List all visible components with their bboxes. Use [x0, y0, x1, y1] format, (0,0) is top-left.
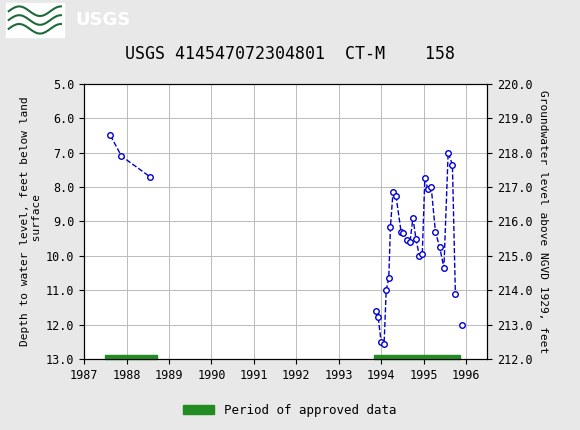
Bar	[374, 355, 461, 359]
Bar	[106, 355, 157, 359]
Legend: Period of approved data: Period of approved data	[178, 399, 402, 421]
Y-axis label: Groundwater level above NGVD 1929, feet: Groundwater level above NGVD 1929, feet	[538, 90, 548, 353]
Y-axis label: Depth to water level, feet below land
 surface: Depth to water level, feet below land su…	[20, 97, 42, 346]
Text: USGS: USGS	[75, 11, 130, 29]
Text: USGS 414547072304801  CT-M    158: USGS 414547072304801 CT-M 158	[125, 45, 455, 63]
FancyBboxPatch shape	[6, 3, 64, 37]
